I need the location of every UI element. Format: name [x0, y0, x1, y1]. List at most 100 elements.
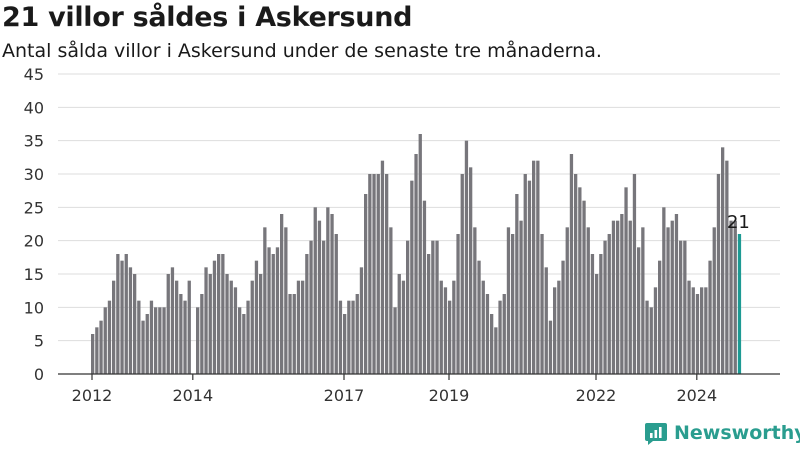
- bar: [166, 274, 170, 374]
- bar: [716, 174, 721, 374]
- bar: [637, 247, 641, 374]
- bar: [133, 274, 137, 374]
- bar: [175, 280, 179, 374]
- bar: [204, 267, 208, 374]
- bar: [565, 227, 569, 374]
- bar: [519, 220, 523, 374]
- bar: [292, 294, 296, 374]
- bar: [301, 280, 305, 374]
- bar: [221, 254, 225, 374]
- bar: [687, 280, 691, 374]
- bar: [162, 307, 166, 374]
- bar: [141, 320, 145, 374]
- bar: [670, 220, 674, 374]
- bar: [225, 274, 229, 374]
- bar: [364, 194, 368, 374]
- bar: [473, 227, 477, 374]
- bar: [280, 214, 284, 374]
- newsworthy-logo: Newsworthy: [644, 418, 800, 448]
- bar: [271, 254, 275, 374]
- bar: [611, 220, 616, 374]
- bar: [288, 294, 292, 374]
- bar: [112, 280, 116, 374]
- brand-name: Newsworthy: [674, 422, 800, 444]
- bar: [477, 260, 481, 374]
- bar: [729, 220, 733, 374]
- bar: [532, 160, 536, 374]
- bar: [284, 227, 288, 374]
- bar: [515, 194, 519, 374]
- bar: [628, 220, 632, 374]
- bar: [120, 260, 124, 374]
- bar: [620, 214, 624, 374]
- bar: [359, 267, 364, 374]
- bar: [469, 167, 473, 374]
- bar: [641, 227, 645, 374]
- bar: [179, 294, 183, 374]
- bar: [397, 274, 401, 374]
- bar: [183, 300, 187, 374]
- bar: [380, 160, 385, 374]
- y-tick-label: 30: [24, 165, 44, 184]
- bar: [494, 327, 498, 374]
- labels: 0 5 10 15 20 25 30 35 40 45 2012 2014 2017 2019 2022 20…: [24, 65, 750, 405]
- bar: [145, 314, 149, 374]
- bar: [137, 300, 141, 374]
- y-tick-label: 15: [24, 265, 44, 284]
- bar: [410, 180, 414, 374]
- highlight-value-label: 21: [727, 212, 750, 233]
- bar: [607, 234, 611, 374]
- bar: [376, 174, 380, 374]
- bar: [691, 287, 695, 374]
- x-tick-label: 2022: [576, 386, 617, 405]
- bar: [448, 300, 452, 374]
- bar: [393, 307, 397, 374]
- bar: [582, 200, 586, 374]
- bar: [267, 247, 271, 374]
- x-tick-label: 2014: [172, 386, 213, 405]
- x-tick-label: 2012: [72, 386, 113, 405]
- bar: [498, 300, 502, 374]
- bar: [128, 267, 133, 374]
- bar: [233, 287, 238, 374]
- bar: [662, 207, 666, 374]
- bar: [158, 307, 162, 374]
- bar: [561, 260, 565, 374]
- bar: [347, 300, 351, 374]
- bar: [200, 294, 204, 374]
- y-tick-label: 25: [24, 198, 44, 217]
- bar: [259, 274, 263, 374]
- bar: [435, 240, 439, 374]
- bar: [187, 280, 191, 374]
- bar: [309, 240, 313, 374]
- bar: [712, 227, 716, 374]
- bar: [254, 260, 259, 374]
- bar: [683, 240, 687, 374]
- bar: [372, 174, 376, 374]
- bar: [296, 280, 301, 374]
- bar: [464, 140, 469, 374]
- bar: [481, 280, 485, 374]
- bar: [704, 287, 708, 374]
- bar: [208, 274, 212, 374]
- bar: [548, 320, 553, 374]
- bar: [700, 287, 704, 374]
- chart-title: 21 villor såldes i Askersund: [2, 2, 413, 33]
- bar: [351, 300, 355, 374]
- bar: [733, 220, 737, 374]
- bar: [389, 227, 393, 374]
- bar: [154, 307, 158, 374]
- x-tick-label: 2019: [429, 386, 470, 405]
- bar: [305, 254, 309, 374]
- y-tick-label: 20: [24, 232, 44, 251]
- bars: [91, 134, 742, 374]
- bar: [721, 147, 725, 374]
- bar: [527, 180, 532, 374]
- x-tick-label: 2017: [324, 386, 365, 405]
- bar: [460, 174, 464, 374]
- bar: [578, 187, 582, 374]
- bar: [490, 314, 494, 374]
- bar: [250, 280, 254, 374]
- bar: [338, 300, 343, 374]
- bar: [536, 160, 540, 374]
